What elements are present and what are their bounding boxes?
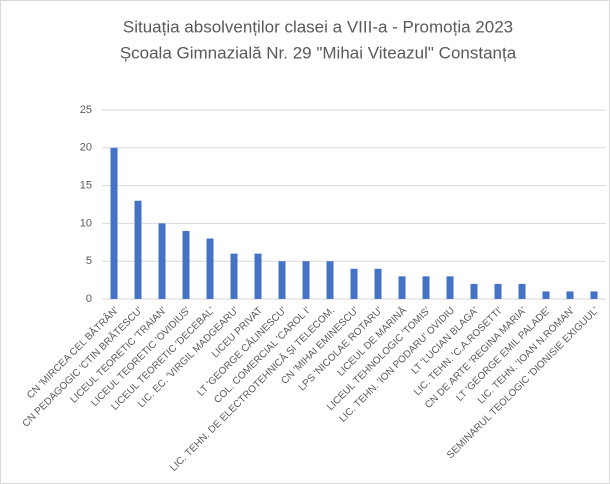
bar xyxy=(134,200,142,299)
bar xyxy=(206,238,214,299)
bar xyxy=(278,261,286,299)
chart-title: Situația absolvenților clasei a VIII-a -… xyxy=(123,17,513,36)
bar xyxy=(182,230,190,299)
y-tick-label: 25 xyxy=(80,104,92,116)
y-tick-label: 5 xyxy=(86,255,92,267)
bar xyxy=(158,223,166,299)
bar xyxy=(350,268,358,299)
bar xyxy=(422,276,430,299)
bar xyxy=(254,253,262,299)
y-tick-label: 0 xyxy=(86,293,92,305)
bar xyxy=(302,261,310,299)
y-tick-label: 10 xyxy=(80,217,92,229)
bar xyxy=(230,253,238,299)
y-tick-label: 15 xyxy=(80,180,92,192)
bar xyxy=(446,276,454,299)
bar xyxy=(374,268,382,299)
bar xyxy=(470,283,478,299)
bar xyxy=(518,283,526,299)
y-tick-label: 20 xyxy=(80,142,92,154)
bar xyxy=(110,147,118,299)
bar xyxy=(566,291,574,299)
bar xyxy=(494,283,502,299)
chart-subtitle: Școala Gimnazială Nr. 29 "Mihai Viteazul… xyxy=(120,43,517,62)
bar xyxy=(326,261,334,299)
bar xyxy=(542,291,550,299)
bar xyxy=(398,276,406,299)
bar xyxy=(590,291,598,299)
